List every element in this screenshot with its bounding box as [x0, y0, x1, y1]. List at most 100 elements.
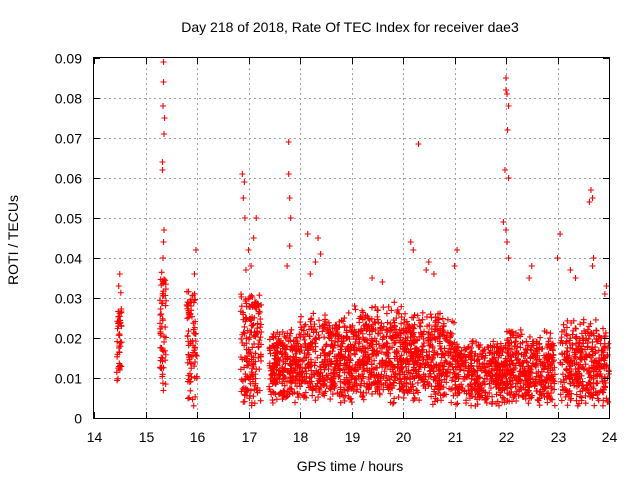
data-point: [336, 351, 343, 358]
data-point: [425, 337, 432, 344]
data-point: [425, 259, 432, 265]
data-point: [506, 389, 513, 396]
data-point: [308, 362, 315, 369]
data-point: [190, 320, 197, 327]
data-point: [536, 388, 543, 395]
data-point: [569, 342, 576, 348]
data-point: [384, 319, 391, 326]
data-point: [501, 167, 508, 173]
data-point: [461, 367, 468, 374]
data-point: [244, 327, 251, 334]
data-point: [413, 370, 420, 377]
data-point: [333, 322, 340, 329]
data-point: [559, 361, 566, 368]
data-point: [503, 87, 509, 93]
data-point: [256, 309, 263, 316]
data-point: [505, 175, 512, 181]
data-point: [548, 383, 555, 390]
data-point: [603, 395, 610, 402]
data-point: [439, 350, 446, 357]
data-point: [421, 328, 428, 335]
data-point: [392, 377, 399, 384]
data-point: [158, 300, 165, 307]
data-point: [485, 361, 492, 368]
data-point: [483, 372, 490, 379]
data-point: [247, 315, 254, 322]
data-point: [435, 310, 442, 317]
data-point: [192, 338, 199, 345]
data-point: [279, 345, 286, 352]
data-point: [481, 381, 488, 388]
data-point: [298, 313, 305, 320]
data-point: [440, 369, 447, 376]
data-point: [551, 402, 558, 409]
data-point: [458, 347, 465, 354]
data-point: [426, 322, 433, 329]
data-point: [517, 362, 524, 369]
data-point: [352, 375, 359, 382]
data-point: [481, 355, 488, 362]
data-point: [319, 346, 326, 353]
data-point: [372, 303, 379, 310]
data-point: [378, 320, 385, 327]
data-point: [512, 338, 519, 345]
data-point: [594, 364, 601, 371]
data-point: [463, 359, 470, 366]
data-point: [381, 343, 388, 350]
data-point: [576, 371, 583, 378]
data-point: [190, 342, 197, 349]
data-point: [411, 321, 418, 328]
data-point: [371, 335, 378, 342]
data-point: [320, 325, 327, 332]
data-point: [584, 326, 591, 333]
data-point: [440, 391, 447, 398]
data-point: [325, 319, 332, 326]
data-point: [188, 307, 195, 314]
data-point: [390, 317, 397, 324]
data-point: [337, 399, 344, 406]
data-point: [564, 317, 571, 324]
data-point: [599, 378, 606, 385]
data-point: [316, 317, 323, 324]
x-tick-label: 19: [345, 429, 361, 445]
data-point: [499, 394, 506, 401]
data-point: [285, 171, 292, 177]
data-point: [192, 359, 199, 366]
data-point: [588, 358, 595, 365]
data-point: [245, 336, 252, 343]
data-point: [193, 373, 200, 380]
data-point: [571, 372, 578, 379]
data-point: [430, 352, 437, 359]
data-point: [530, 378, 537, 385]
data-point: [270, 377, 277, 384]
data-point: [307, 340, 314, 347]
y-tick-label: 0.07: [55, 131, 82, 147]
data-point: [292, 399, 299, 406]
data-point: [414, 379, 421, 386]
data-point: [475, 374, 482, 381]
data-point: [417, 319, 424, 326]
data-point: [377, 330, 384, 337]
data-point: [581, 346, 588, 353]
x-tick-label: 18: [293, 429, 309, 445]
data-point: [160, 255, 167, 261]
data-point: [389, 400, 396, 407]
data-point: [280, 375, 287, 382]
data-point: [444, 338, 451, 345]
data-point: [418, 347, 425, 354]
data-point: [158, 311, 165, 318]
data-point: [384, 340, 391, 347]
data-point: [429, 401, 436, 408]
data-point: [158, 323, 165, 330]
data-point: [252, 332, 259, 339]
data-point: [563, 348, 570, 355]
data-point: [516, 368, 523, 375]
data-point: [493, 371, 500, 378]
data-point: [512, 330, 519, 337]
data-point: [448, 399, 455, 406]
data-point: [387, 390, 394, 397]
data-point: [505, 345, 512, 352]
data-point: [191, 271, 198, 277]
data-point: [591, 402, 598, 409]
data-point: [157, 320, 164, 327]
